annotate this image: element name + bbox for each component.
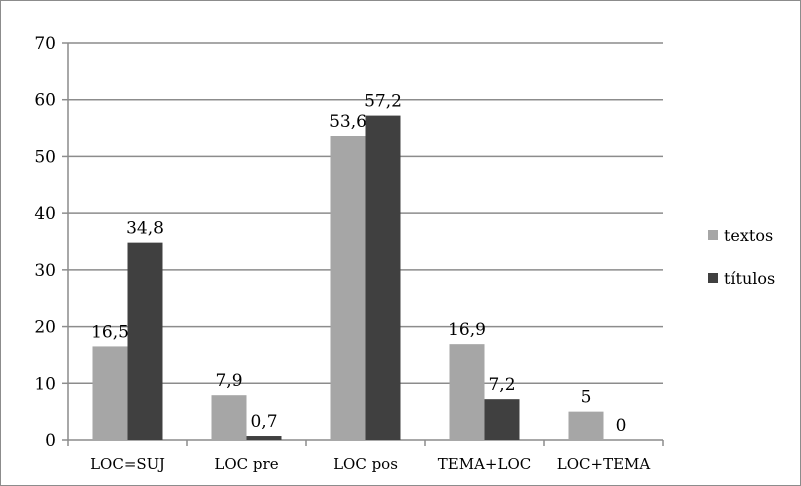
bar-titulos — [365, 115, 401, 440]
bar-titulos — [127, 242, 163, 440]
bar-titulos — [484, 399, 520, 440]
bar-textos — [92, 346, 128, 440]
y-tick-label: 20 — [34, 318, 56, 338]
data-label: 0,7 — [250, 412, 277, 432]
x-category-label: LOC pos — [333, 455, 398, 473]
x-category-label: TEMA+LOC — [438, 455, 531, 473]
x-category-label: LOC+TEMA — [557, 455, 651, 473]
y-tick-label: 40 — [34, 204, 56, 224]
data-label: 16,9 — [448, 320, 486, 340]
y-tick-label: 70 — [34, 34, 56, 54]
data-label: 34,8 — [126, 219, 164, 239]
bar-textos — [211, 395, 247, 440]
bar-textos — [568, 411, 604, 440]
bar-textos — [449, 344, 485, 440]
data-label: 7,9 — [215, 371, 242, 391]
legend-label: textos — [724, 226, 773, 245]
x-category-label: LOC pre — [214, 455, 278, 473]
data-label: 5 — [581, 388, 592, 408]
y-tick-label: 30 — [34, 261, 56, 281]
legend-label: títulos — [724, 269, 775, 288]
data-label: 57,2 — [364, 92, 402, 112]
data-label: 16,5 — [91, 322, 129, 342]
bar-titulos — [246, 436, 282, 440]
x-category-label: LOC=SUJ — [90, 455, 165, 473]
y-tick-label: 0 — [45, 431, 56, 451]
y-tick-label: 50 — [34, 147, 56, 167]
legend-swatch — [708, 273, 718, 283]
y-tick-label: 10 — [34, 374, 56, 394]
data-label: 7,2 — [488, 375, 515, 395]
bar-textos — [330, 136, 366, 441]
data-label: 53,6 — [329, 112, 367, 132]
legend-swatch — [708, 230, 718, 240]
y-tick-label: 60 — [34, 91, 56, 111]
data-label: 0 — [616, 416, 627, 436]
